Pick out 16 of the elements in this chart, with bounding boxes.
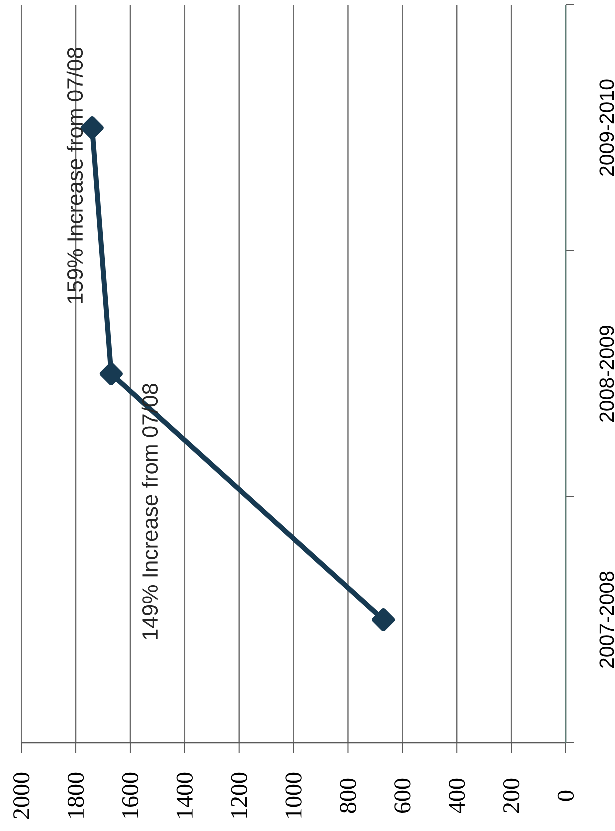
x-tick-label: 800 <box>340 778 356 814</box>
x-tick-label: 400 <box>449 778 466 814</box>
annotation: 149% Increase from 07/08 <box>142 384 158 640</box>
x-tick-label: 1200 <box>231 772 248 818</box>
x-tick-label: 1000 <box>286 772 302 818</box>
annotation: 159% Increase from 07/08 <box>66 48 84 304</box>
y-tick-label: 2007-2008 <box>600 572 614 668</box>
x-tick-label: 600 <box>394 778 411 813</box>
x-tick-label: 2000 <box>13 772 30 819</box>
x-tick-label: 1800 <box>68 772 84 818</box>
y-tick-label: 2008-2009 <box>600 326 614 422</box>
x-tick-label: 1600 <box>122 772 139 818</box>
x-tick-label: 200 <box>503 778 520 813</box>
x-tick-label: 0 <box>558 790 574 802</box>
x-tick-label: 1400 <box>176 772 194 818</box>
y-tick-label: 2009-2010 <box>600 80 614 176</box>
